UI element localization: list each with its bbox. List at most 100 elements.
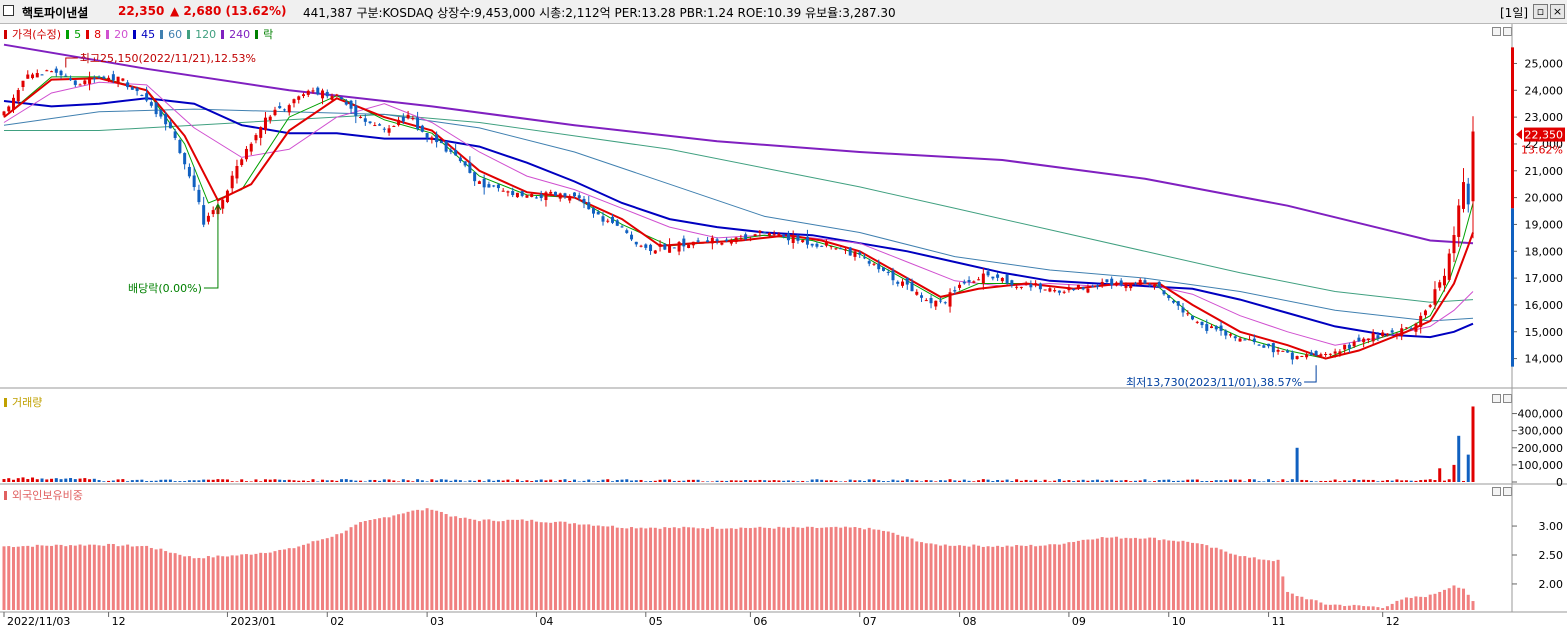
- candle-body: [1233, 336, 1237, 339]
- volume-tick-label: 200,000: [1518, 442, 1564, 455]
- volume-bar: [1043, 479, 1047, 482]
- volume-bar: [477, 479, 481, 482]
- volume-bar: [934, 481, 938, 482]
- select-checkbox[interactable]: [3, 5, 14, 16]
- volume-bar: [416, 479, 420, 482]
- foreign-bar: [996, 545, 1000, 610]
- high-marker-line: [65, 57, 78, 68]
- legend-label: 60: [168, 28, 183, 41]
- candle-body: [1309, 352, 1313, 356]
- legend-item[interactable]: 60: [160, 28, 182, 41]
- volume-bar: [767, 480, 771, 482]
- candle-body: [40, 74, 44, 76]
- foreign-bar: [1233, 554, 1237, 610]
- period-selector[interactable]: [1일]: [1500, 6, 1529, 20]
- candle-body: [1119, 280, 1123, 286]
- volume-bar: [1210, 480, 1214, 482]
- foreign-bar: [872, 529, 876, 610]
- foreign-bar: [706, 528, 710, 610]
- foreign-bar: [111, 544, 115, 610]
- legend-item[interactable]: 240: [221, 28, 250, 41]
- candle-body: [430, 137, 434, 140]
- x-tick-label: 2023/01: [230, 615, 276, 628]
- candle-body: [587, 202, 591, 210]
- panel-restore-button[interactable]: [1492, 27, 1501, 36]
- candle-body: [734, 237, 738, 243]
- candle-body: [1371, 332, 1375, 342]
- volume-bar: [164, 479, 168, 482]
- foreign-bar: [1081, 539, 1085, 610]
- foreign-bar: [1034, 546, 1038, 610]
- volume-bar: [1053, 480, 1057, 482]
- volume-bar: [582, 480, 586, 482]
- legend-swatch: [255, 30, 259, 39]
- volume-bar: [824, 480, 828, 482]
- volume-bar: [211, 479, 215, 482]
- candle-body: [1019, 286, 1023, 288]
- foreign-bar: [1157, 540, 1161, 610]
- volume-bar: [59, 479, 63, 482]
- legend-item[interactable]: 락: [255, 28, 273, 41]
- foreign-bar: [729, 528, 733, 610]
- foreign-bar: [297, 546, 301, 610]
- foreign-bar: [1133, 537, 1137, 610]
- foreign-bar: [534, 521, 538, 610]
- candle-body: [1257, 344, 1261, 346]
- legend-item[interactable]: 45: [133, 28, 155, 41]
- volume-bar: [901, 480, 905, 482]
- legend-item[interactable]: 8: [86, 28, 101, 41]
- volume-bar: [178, 481, 182, 482]
- foreign-bar: [449, 516, 453, 610]
- candle-body: [1267, 343, 1271, 347]
- foreign-bar: [820, 527, 824, 610]
- volume-bar: [725, 480, 729, 482]
- candle-body: [406, 114, 410, 119]
- legend-item[interactable]: 가격(수정): [4, 28, 61, 41]
- minimize-button[interactable]: ▫: [1533, 4, 1548, 19]
- volume-bar: [344, 479, 348, 482]
- foreign-bar: [1400, 599, 1404, 610]
- foreign-bar: [815, 527, 819, 610]
- candle-body: [159, 110, 163, 117]
- foreign-bar: [12, 547, 16, 610]
- volume-bar: [107, 480, 111, 482]
- volume-bar: [73, 479, 77, 482]
- candle-body: [302, 94, 306, 97]
- volume-bar: [634, 480, 638, 482]
- legend-item[interactable]: 120: [187, 28, 216, 41]
- foreign-bar: [620, 527, 624, 610]
- ma8-line: [3, 77, 1474, 360]
- candle-body: [967, 279, 971, 282]
- candle-body: [782, 234, 786, 237]
- foreign-bar: [1290, 593, 1294, 610]
- legend-item[interactable]: 20: [106, 28, 128, 41]
- foreign-bar: [392, 515, 396, 610]
- foreign-bar: [525, 520, 529, 610]
- ma5-line: [3, 76, 1474, 360]
- foreign-bar: [862, 529, 866, 610]
- candle-body: [577, 195, 581, 199]
- candle-body: [88, 77, 92, 84]
- volume-bar: [1152, 481, 1156, 482]
- candle-body: [244, 148, 248, 160]
- volume-bar: [1205, 480, 1209, 482]
- panel-restore-button[interactable]: [1492, 394, 1501, 403]
- candle-body: [1471, 131, 1475, 202]
- candle-body: [282, 109, 286, 111]
- stock-name[interactable]: 핵토파이낸셜: [22, 6, 89, 20]
- foreign-bar: [1010, 546, 1014, 610]
- candle-body: [111, 74, 115, 81]
- volume-bar: [558, 479, 562, 482]
- foreign-bar: [359, 522, 363, 610]
- foreign-bar: [416, 509, 420, 610]
- price-tick-label: 19,000: [1525, 218, 1564, 231]
- foreign-bar: [16, 546, 20, 610]
- foreign-bar: [939, 545, 943, 610]
- legend-item[interactable]: 5: [66, 28, 81, 41]
- candle-body: [1034, 283, 1038, 285]
- panel-restore-button[interactable]: [1492, 487, 1501, 496]
- volume-bar: [230, 481, 234, 482]
- close-button[interactable]: ×: [1550, 4, 1565, 19]
- candle-body: [920, 295, 924, 298]
